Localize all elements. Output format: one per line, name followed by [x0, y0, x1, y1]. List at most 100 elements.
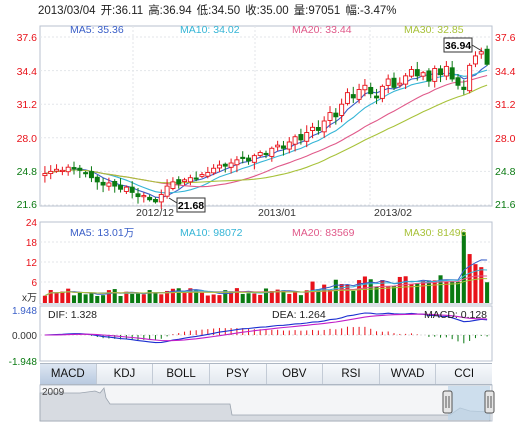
- indicator-tab-bar: MACD KDJ BOLL PSY OBV RSI WVAD CCI: [40, 363, 492, 385]
- volume-bar: [293, 291, 298, 303]
- dea-legend: DEA: 1.264: [272, 309, 326, 321]
- volume-bar: [432, 280, 437, 303]
- tab-obv[interactable]: OBV: [267, 364, 324, 384]
- candle: [472, 51, 478, 68]
- volume-bar: [421, 280, 426, 303]
- candle: [385, 74, 391, 94]
- volume-bar: [77, 292, 82, 303]
- candle: [141, 192, 147, 203]
- ma30-line: [44, 84, 488, 184]
- candle: [292, 134, 298, 152]
- candle: [100, 177, 106, 193]
- x-tick: 2012/12: [136, 207, 174, 219]
- volume-bar: [42, 295, 47, 303]
- macd-tick: 0.000: [12, 331, 37, 342]
- candle: [158, 189, 164, 209]
- candle: [59, 166, 65, 176]
- candle: [240, 151, 246, 164]
- volume-bar: [461, 232, 466, 303]
- navigator-left-handle[interactable]: [442, 390, 453, 414]
- volume-bar: [397, 276, 402, 303]
- volume-bar: [269, 291, 274, 303]
- y-tick: 37.6: [495, 32, 516, 44]
- tab-boll[interactable]: BOLL: [153, 364, 210, 384]
- volume-bar: [380, 280, 385, 303]
- candle: [438, 65, 444, 83]
- macd-lines: [44, 312, 488, 344]
- tab-wvad[interactable]: WVAD: [380, 364, 437, 384]
- volume-bar: [403, 276, 408, 303]
- quote-open: 开:36.11: [100, 5, 144, 17]
- x-tick: 2013/01: [258, 207, 296, 219]
- high-label: 36.94: [445, 40, 471, 52]
- volume-bar: [310, 281, 315, 303]
- candle: [48, 165, 54, 180]
- ma10-legend: MA10: 34.02: [180, 24, 240, 36]
- candle: [112, 179, 118, 193]
- volume-bar: [60, 291, 65, 303]
- price-y-axis-right: 37.6 34.4 31.2 28.0 24.8 21.6: [495, 32, 516, 211]
- quote-change: 幅:-3.47%: [345, 5, 397, 17]
- vol-unit: x万: [22, 293, 37, 304]
- volume-bar: [170, 288, 175, 303]
- tab-psy[interactable]: PSY: [210, 364, 267, 384]
- volume-bar: [467, 254, 472, 303]
- dif-legend: DIF: 1.328: [48, 309, 97, 321]
- candle: [368, 82, 374, 99]
- volume-bar: [485, 282, 490, 303]
- candle: [54, 164, 60, 173]
- volume-bar: [351, 290, 356, 303]
- candle: [391, 72, 397, 90]
- tab-rsi[interactable]: RSI: [323, 364, 380, 384]
- candle: [152, 197, 158, 204]
- price-y-axis-left: 37.6 34.4 31.2 28.0 24.8 21.6: [17, 32, 38, 211]
- tab-kdj[interactable]: KDJ: [97, 364, 154, 384]
- candle: [397, 77, 403, 88]
- volume-bar: [205, 295, 210, 303]
- candle: [310, 122, 316, 139]
- candle: [182, 177, 188, 186]
- dea-line: [44, 313, 488, 342]
- volume-bar: [95, 295, 100, 303]
- navigator-right-handle[interactable]: [484, 390, 495, 414]
- candle: [106, 177, 112, 191]
- candle: [234, 156, 240, 173]
- volume-bar: [316, 289, 321, 303]
- quote-high: 高:36.94: [148, 5, 192, 17]
- candle: [246, 154, 252, 165]
- volume-bar: [333, 279, 338, 303]
- volume-bar: [211, 294, 216, 303]
- candle: [298, 128, 304, 145]
- candle: [129, 181, 135, 199]
- candle: [65, 164, 71, 176]
- quote-date: 2013/03/04: [38, 5, 96, 17]
- x-tick: 2013/02: [374, 207, 412, 219]
- moving-average-lines: [44, 64, 488, 199]
- volume-bar: [141, 294, 146, 303]
- candle: [321, 116, 327, 138]
- candle: [176, 176, 182, 189]
- navigator-year-label: 2009: [42, 387, 65, 398]
- candle: [362, 78, 368, 97]
- tab-cci[interactable]: CCI: [454, 368, 475, 380]
- candle: [211, 164, 217, 176]
- volume-bar: [252, 293, 257, 303]
- navigator-selection[interactable]: [448, 386, 490, 420]
- volume-bar: [89, 292, 94, 303]
- volume-bar: [246, 293, 251, 303]
- volume-bar: [217, 295, 222, 303]
- volume-bar: [287, 293, 292, 303]
- candle: [88, 166, 94, 183]
- candle: [339, 98, 345, 123]
- ma5-legend: MA5: 35.36: [70, 24, 124, 36]
- volume-bar: [304, 290, 309, 303]
- tab-macd[interactable]: MACD: [40, 364, 97, 384]
- candle: [269, 146, 275, 162]
- macd-tick: 1.948: [12, 306, 37, 317]
- candle: [199, 171, 205, 178]
- price-panel: [39, 25, 493, 207]
- volume-bar: [106, 290, 111, 303]
- volume-bar: [147, 290, 152, 303]
- candle: [443, 61, 449, 81]
